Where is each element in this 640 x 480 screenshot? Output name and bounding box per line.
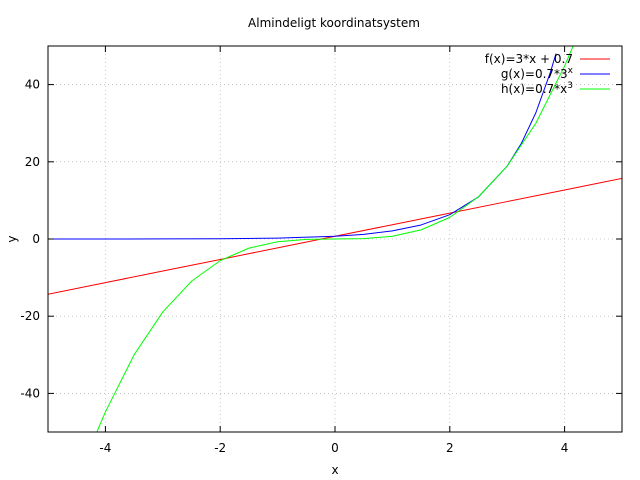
series-lines (48, 46, 622, 432)
series-line-3 (96, 46, 574, 432)
y-tick-label: 0 (32, 232, 40, 246)
legend-label-1: f(x)=3*x + 0.7 (485, 52, 573, 66)
legend: f(x)=3*x + 0.7g(x)=0.7*3xh(x)=0.7*x3 (485, 52, 610, 96)
x-axis-label: x (331, 463, 338, 477)
y-tick-label: 40 (25, 78, 40, 92)
y-axis-label: y (5, 235, 19, 242)
x-tick-label: -2 (214, 441, 226, 455)
series-line-2 (48, 53, 557, 240)
y-tick-label: -20 (20, 309, 40, 323)
y-tick-label: 20 (25, 155, 40, 169)
chart-title: Almindeligt koordinatsystem (248, 16, 420, 30)
x-tick-label: 0 (331, 441, 339, 455)
legend-label-2: g(x)=0.7*3x (501, 66, 574, 81)
y-tick-label: -40 (20, 386, 40, 400)
x-tick-label: -4 (99, 441, 111, 455)
x-tick-label: 4 (561, 441, 569, 455)
x-tick-label: 2 (446, 441, 454, 455)
legend-label-3: h(x)=0.7*x3 (501, 81, 573, 96)
